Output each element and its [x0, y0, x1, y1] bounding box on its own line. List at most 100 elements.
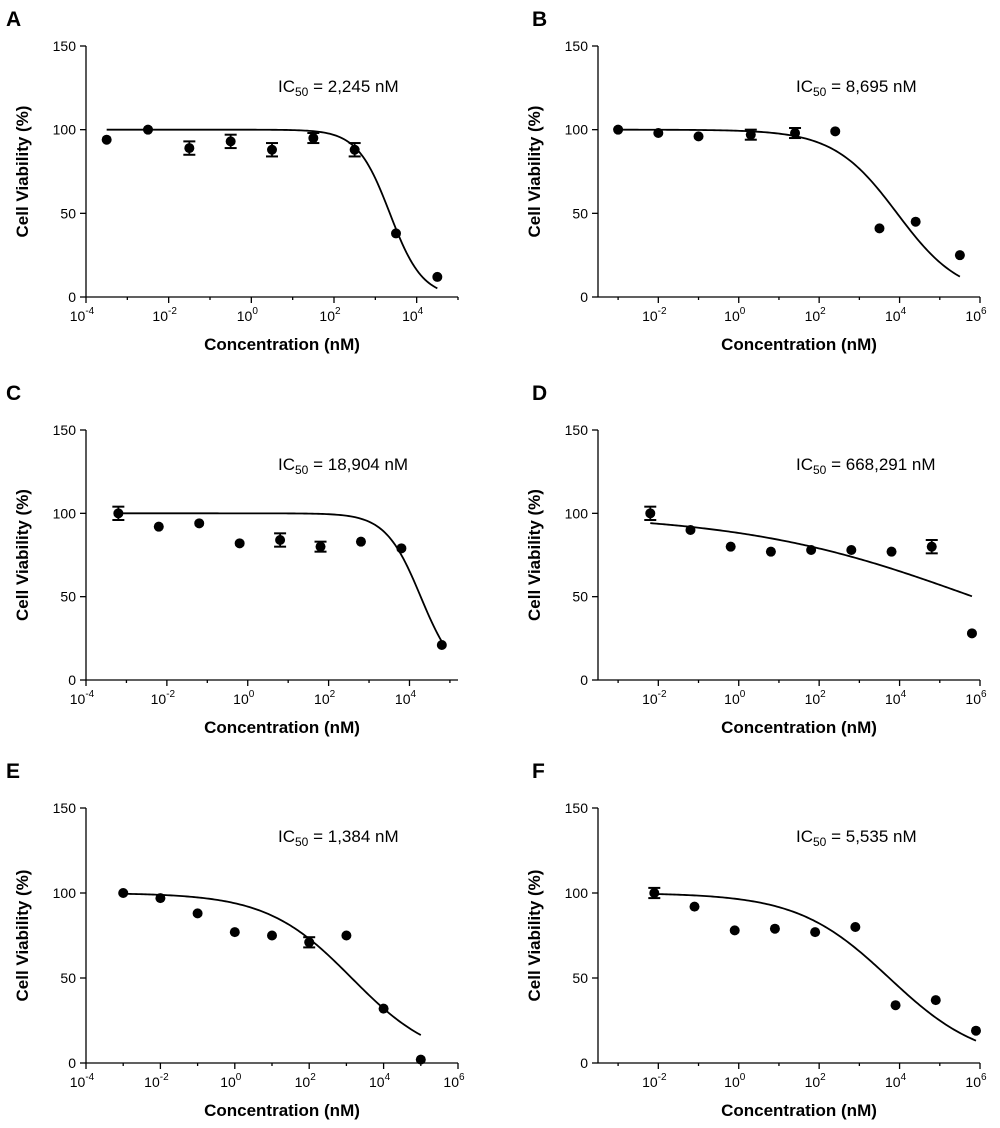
x-tick-label: 106 — [965, 306, 987, 324]
x-axis-title: Concentration (nM) — [204, 1101, 360, 1120]
x-tick-label: 106 — [443, 1072, 465, 1090]
x-axis-title: Concentration (nM) — [721, 1101, 877, 1120]
data-point — [846, 545, 857, 555]
panel-letter: A — [6, 8, 21, 31]
y-tick-label: 0 — [68, 672, 76, 688]
x-tick-label: 100 — [724, 689, 746, 707]
y-tick-label: 100 — [565, 885, 589, 901]
fit-curve — [618, 128, 961, 278]
y-tick-label: 100 — [565, 122, 589, 138]
data-point — [229, 927, 240, 938]
y-axis-title: Cell Viability (%) — [525, 870, 544, 1002]
data-point — [685, 525, 696, 535]
y-tick-label: 50 — [572, 589, 588, 605]
y-axis-title: Cell Viability (%) — [525, 106, 544, 238]
data-point — [234, 538, 245, 549]
y-axis-title: Cell Viability (%) — [13, 489, 32, 621]
y-tick-label: 150 — [565, 422, 589, 438]
data-point — [315, 541, 326, 552]
data-point — [396, 543, 407, 554]
data-point — [765, 546, 776, 557]
y-tick-label: 150 — [53, 38, 77, 54]
data-point — [745, 129, 756, 140]
chart-panel-f: F 0 50 100 150 10-2 100 102 104 106 Concentration … — [525, 760, 987, 1120]
x-tick-label: 10-4 — [70, 1072, 95, 1090]
data-point — [725, 541, 736, 552]
y-tick-label: 100 — [53, 505, 77, 521]
y-tick-label: 100 — [53, 885, 77, 901]
data-point — [874, 223, 885, 234]
x-tick-label: 10-4 — [70, 689, 95, 707]
x-tick-label: 102 — [805, 1072, 827, 1090]
data-point — [113, 508, 124, 519]
data-point — [267, 144, 277, 155]
x-tick-label: 102 — [805, 306, 827, 324]
chart-panel-d: D 0 50 100 150 10-2 100 102 104 106 Concentration … — [525, 382, 987, 737]
x-tick-label: 106 — [965, 689, 987, 707]
data-point — [436, 640, 447, 650]
panel-letter: F — [532, 760, 545, 783]
data-point — [806, 545, 817, 555]
data-point — [194, 518, 205, 529]
fit-curve — [118, 512, 443, 643]
data-point — [304, 937, 315, 948]
y-tick-label: 0 — [68, 1055, 76, 1071]
panel-letter: B — [532, 8, 547, 31]
data-point — [729, 925, 740, 936]
data-point — [225, 136, 236, 147]
x-tick-label: 10-2 — [642, 689, 667, 707]
x-tick-label: 104 — [395, 689, 417, 707]
data-point — [689, 901, 700, 912]
x-axis-title: Concentration (nM) — [721, 718, 877, 737]
data-point — [970, 1025, 981, 1036]
y-tick-label: 50 — [60, 970, 76, 986]
data-point — [649, 888, 660, 898]
y-tick-label: 150 — [565, 800, 589, 816]
data-point — [155, 893, 166, 904]
data-point — [391, 228, 401, 239]
data-point — [769, 923, 780, 934]
x-tick-label: 102 — [805, 689, 827, 707]
data-point — [143, 124, 153, 135]
ic50-annotation: IC50 = 8,695 nM — [796, 77, 917, 99]
ic50-annotation: IC50 = 18,904 nM — [278, 455, 408, 477]
fit-curve — [654, 893, 977, 1042]
panel-letter: E — [6, 760, 20, 783]
x-tick-label: 10-2 — [152, 306, 177, 324]
data-point — [926, 541, 937, 552]
x-tick-label: 100 — [724, 1072, 746, 1090]
data-point — [810, 927, 821, 938]
x-axis-title: Concentration (nM) — [721, 335, 877, 354]
data-point — [966, 628, 977, 639]
x-tick-label: 10-2 — [151, 689, 176, 707]
y-tick-label: 50 — [572, 970, 588, 986]
data-point — [355, 536, 366, 547]
y-tick-label: 150 — [53, 422, 77, 438]
y-tick-label: 150 — [53, 800, 77, 816]
data-point — [910, 216, 921, 227]
y-tick-label: 50 — [572, 205, 588, 221]
x-tick-label: 100 — [220, 1072, 242, 1090]
y-axis-title: Cell Viability (%) — [525, 489, 544, 621]
data-point — [790, 128, 801, 139]
data-point — [432, 271, 443, 282]
data-point — [693, 131, 704, 142]
data-point — [886, 546, 897, 557]
data-point — [341, 930, 352, 941]
data-point — [118, 888, 129, 898]
data-point — [275, 535, 286, 545]
chart-panel-b: B 0 50 100 150 10-2 100 102 104 106 Concentration … — [525, 8, 987, 354]
x-tick-label: 106 — [965, 1072, 987, 1090]
x-tick-label: 100 — [237, 306, 259, 324]
fit-curve — [123, 892, 422, 1036]
y-tick-label: 0 — [580, 289, 588, 305]
x-tick-label: 104 — [402, 306, 424, 324]
chart-panel-e: E 0 50 100 150 10-4 10-2 100 102 104 106 Concentrat… — [6, 760, 465, 1120]
fit-curve — [650, 522, 973, 598]
chart-panel-a: A 0 50 100 150 10-4 10-2 100 102 104 Concentration… — [6, 8, 459, 354]
x-tick-label: 102 — [314, 689, 336, 707]
ic50-annotation: IC50 = 5,535 nM — [796, 827, 917, 849]
data-point — [890, 1000, 901, 1011]
x-tick-label: 100 — [724, 306, 746, 324]
